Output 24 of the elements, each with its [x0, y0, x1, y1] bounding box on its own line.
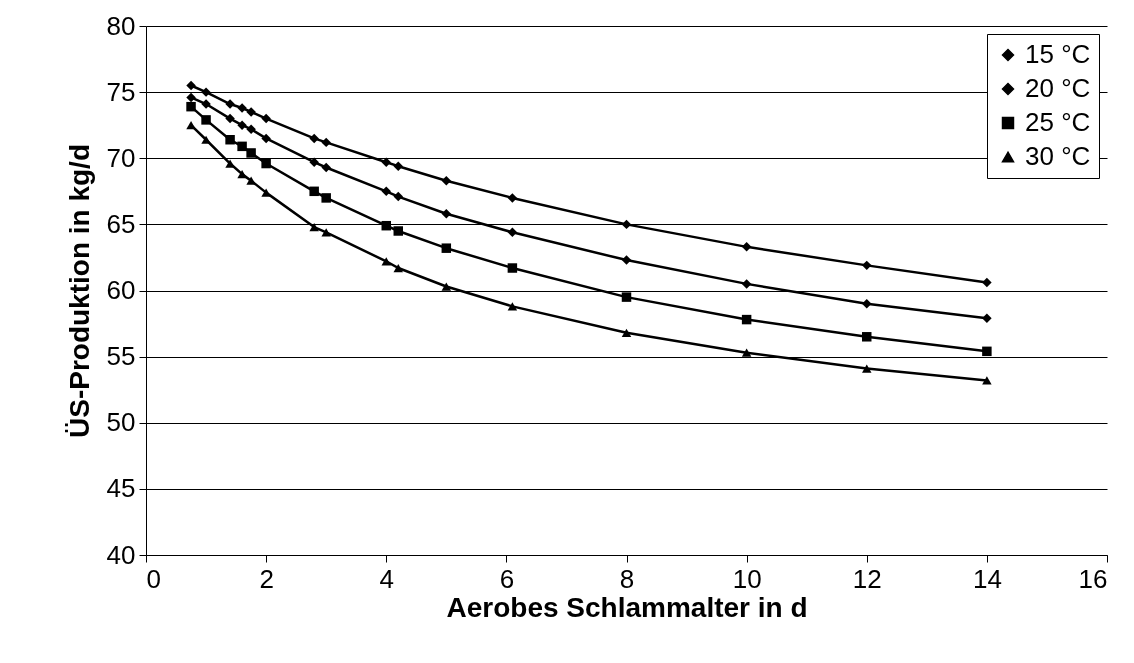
y-tick-label: 50: [106, 407, 136, 438]
x-tick-label: 10: [732, 563, 762, 594]
x-tick-label: 14: [972, 563, 1002, 594]
legend-label: 30 °C: [1025, 141, 1091, 171]
y-tick-label: 40: [106, 539, 136, 570]
y-tick-label: 65: [106, 208, 136, 239]
x-axis-title: Aerobes Schlammalter in d: [446, 591, 808, 623]
y-tick-label: 75: [106, 76, 136, 107]
x-tick-label: 12: [852, 563, 882, 594]
y-tick-label: 55: [106, 341, 136, 372]
x-tick-label: 0: [146, 563, 161, 594]
y-tick-label: 45: [106, 473, 136, 504]
y-axis-title: ÜS-Produktion in kg/d: [63, 144, 95, 438]
y-tick-label: 60: [106, 275, 136, 305]
legend-label: 25 °C: [1025, 107, 1091, 137]
legend-label: 15 °C: [1025, 39, 1091, 69]
legend-label: 20 °C: [1025, 73, 1091, 103]
y-tick-label: 70: [106, 142, 136, 173]
x-tick-label: 6: [499, 563, 515, 594]
x-tick-label: 16: [1078, 563, 1108, 594]
y-tick-label: 80: [106, 10, 136, 41]
x-tick-label: 2: [259, 563, 274, 594]
x-tick-label: 4: [379, 563, 394, 594]
x-tick-label: 8: [619, 563, 635, 594]
